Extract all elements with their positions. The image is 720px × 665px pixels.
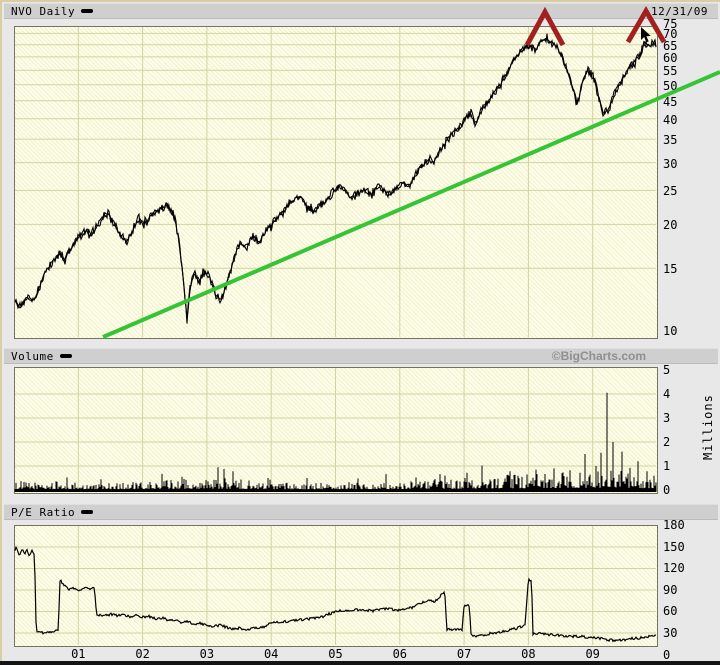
price-plot-area[interactable] — [14, 26, 658, 339]
price-y-axis-tick: 60 — [663, 50, 678, 65]
pe-y-axis-tick: 90 — [663, 582, 678, 597]
pe-y-axis-tick: 150 — [663, 539, 685, 554]
x-axis-year-labels-tick: 01 — [71, 647, 86, 661]
pe-y-axis-tick: 120 — [663, 561, 685, 576]
x-axis-year-labels-tick: 02 — [135, 647, 150, 661]
price-y-axis-tick: 15 — [663, 262, 678, 277]
x-axis-year-labels-tick: 06 — [392, 647, 408, 661]
frame-edge-left — [0, 0, 2, 661]
price-y-axis-tick: 50 — [663, 78, 678, 93]
pe-y-axis-tick: 180 — [663, 518, 685, 533]
x-axis-year-labels-tick: 04 — [263, 647, 279, 661]
price-series-marker — [81, 9, 94, 13]
x-axis-year-labels-tick: 07 — [456, 647, 472, 661]
price-y-axis-tick: 65 — [663, 38, 678, 53]
volume-y-axis-tick: 1 — [663, 459, 671, 473]
frame-edge-bottom — [0, 661, 720, 665]
price-panel-title: NVO Daily — [11, 4, 76, 18]
x-axis-year-labels-tick: 03 — [199, 647, 215, 661]
pe-panel-header: P/E Ratio — [4, 504, 718, 520]
pe-panel-title: P/E Ratio — [11, 505, 76, 519]
price-y-axis-tick: 10 — [663, 324, 678, 338]
price-y-axis-tick: 70 — [663, 27, 678, 42]
price-y-axis-tick: 25 — [663, 184, 678, 199]
price-y-axis-tick: 35 — [663, 133, 678, 148]
volume-y-axis-tick: 3 — [663, 411, 671, 425]
volume-y-axis-tick: 2 — [663, 435, 671, 449]
price-y-axis-tick: 45 — [663, 94, 678, 109]
price-panel-header: NVO Daily 12/31/09 — [4, 3, 718, 19]
volume-unit-label: Millions — [701, 394, 715, 460]
volume-panel-header: Volume ©BigCharts.com — [4, 348, 718, 364]
volume-plot-area[interactable] — [14, 367, 658, 494]
bigcharts-watermark: ©BigCharts.com — [551, 349, 646, 363]
volume-panel-title: Volume — [11, 349, 54, 363]
price-y-axis-tick: 20 — [663, 218, 678, 233]
pe-plot-area[interactable] — [14, 525, 658, 647]
x-axis-year-labels-tick: 08 — [521, 647, 536, 661]
frame-edge-top — [0, 0, 720, 2]
x-axis-year-labels-tick: 09 — [585, 647, 600, 661]
x-axis-year-labels-tick: 05 — [328, 647, 343, 661]
price-y-axis-tick: 30 — [663, 156, 678, 171]
pe-y-axis-tick: 0 — [663, 647, 671, 662]
pe-y-axis-tick: 60 — [663, 604, 678, 619]
volume-y-axis-tick: 4 — [663, 387, 671, 401]
volume-y-axis-tick: 0 — [663, 483, 671, 497]
price-y-axis-tick: 75 — [663, 16, 678, 31]
pe-y-axis-tick: 30 — [663, 625, 678, 640]
volume-series-marker — [59, 354, 72, 358]
pe-series-marker — [81, 510, 94, 514]
price-y-axis-tick: 40 — [663, 112, 678, 127]
price-y-axis-tick: 55 — [663, 64, 678, 79]
chart-end-date: 12/31/09 — [651, 4, 708, 18]
volume-y-axis-tick: 5 — [663, 363, 671, 377]
